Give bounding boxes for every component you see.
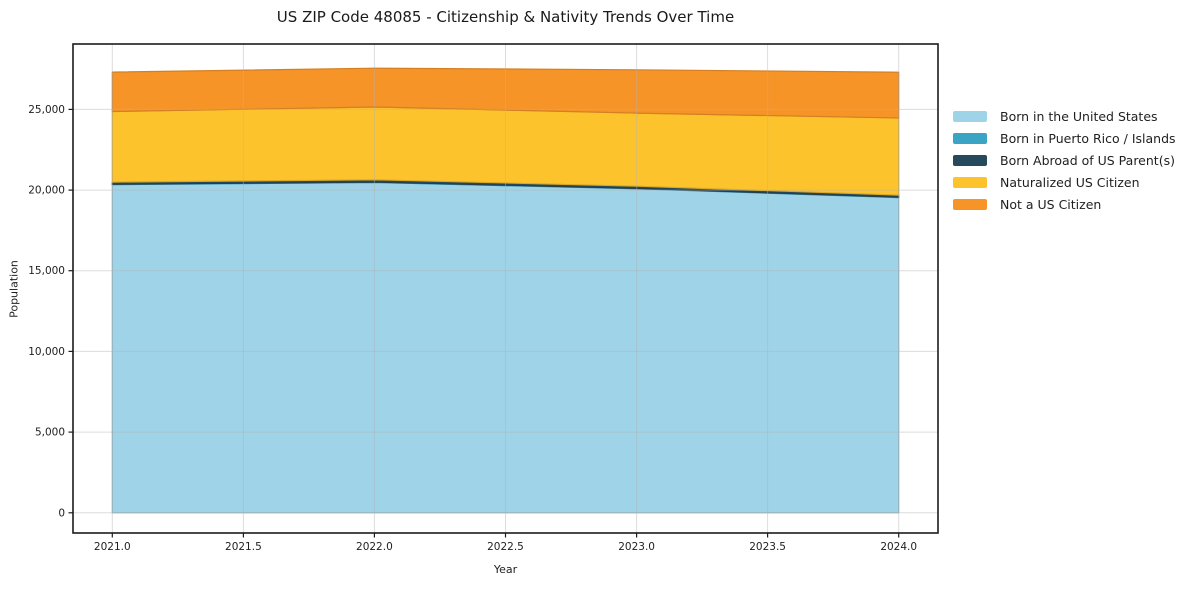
- legend: Born in the United States Born in Puerto …: [953, 105, 1176, 215]
- legend-label: Born in the United States: [1000, 108, 1158, 124]
- legend-item-4: Naturalized US Citizen: [953, 171, 1176, 193]
- legend-swatch: [953, 176, 987, 188]
- legend-label: Not a US Citizen: [1000, 196, 1102, 212]
- x-tick-label: 2022.0: [356, 541, 393, 553]
- legend-label: Naturalized US Citizen: [1000, 174, 1140, 190]
- x-tick-label: 2021.5: [225, 541, 262, 553]
- x-axis-label: Year: [493, 563, 518, 576]
- legend-item-5: Not a US Citizen: [953, 193, 1176, 215]
- x-tick-label: 2021.0: [94, 541, 131, 553]
- chart-title: US ZIP Code 48085 - Citizenship & Nativi…: [276, 8, 735, 26]
- y-tick-label: 10,000: [28, 346, 65, 358]
- legend-item-1: Born in the United States: [953, 105, 1176, 127]
- y-tick-label: 15,000: [28, 265, 65, 277]
- y-tick-label: 20,000: [28, 185, 65, 197]
- area-series-5: [111, 67, 900, 119]
- x-tick-label: 2022.5: [487, 541, 524, 553]
- legend-swatch: [953, 132, 987, 144]
- legend-swatch: [953, 110, 987, 122]
- x-tick-label: 2024.0: [880, 541, 917, 553]
- legend-label: Born Abroad of US Parent(s): [1000, 152, 1175, 168]
- legend-item-3: Born Abroad of US Parent(s): [953, 149, 1176, 171]
- y-tick-label: 25,000: [28, 104, 65, 116]
- y-axis-label: Population: [7, 260, 21, 318]
- legend-item-2: Born in Puerto Rico / Islands: [953, 127, 1176, 149]
- legend-label: Born in Puerto Rico / Islands: [1000, 130, 1176, 146]
- y-tick-label: 0: [58, 507, 65, 519]
- y-tick-label: 5,000: [35, 427, 65, 439]
- legend-swatch: [953, 154, 987, 166]
- legend-swatch: [953, 198, 987, 210]
- x-tick-label: 2023.0: [618, 541, 655, 553]
- x-tick-label: 2023.5: [749, 541, 786, 553]
